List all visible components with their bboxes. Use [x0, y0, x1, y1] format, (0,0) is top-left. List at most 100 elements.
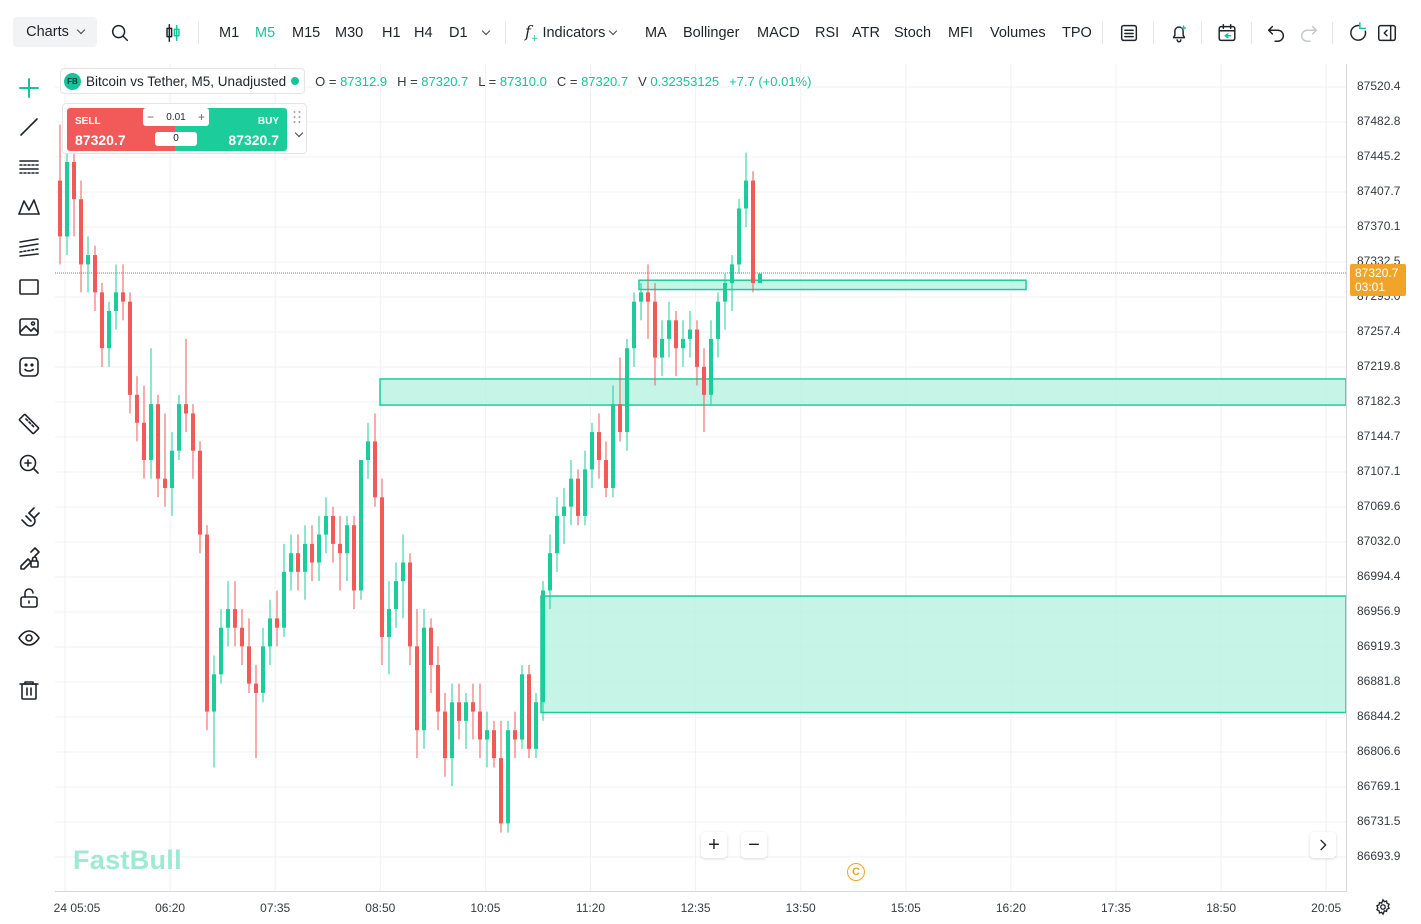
emoji-icon[interactable] — [15, 353, 43, 381]
quantity-value[interactable]: 0.01 — [166, 111, 186, 123]
quantity-stepper[interactable]: − 0.01 + — [143, 108, 209, 126]
candle-body — [331, 515, 335, 544]
trend-line-icon[interactable] — [15, 113, 43, 141]
settings-gear-icon[interactable] — [1374, 898, 1392, 916]
candle-body — [359, 460, 363, 591]
indicator-bollinger[interactable]: Bollinger — [683, 25, 740, 41]
decrease-quantity-button[interactable]: − — [147, 110, 155, 124]
price-axis-label: 86881.8 — [1357, 674, 1401, 688]
crosshair-icon[interactable] — [15, 74, 43, 102]
candle-body — [597, 432, 601, 461]
chevron-down-icon — [481, 26, 491, 36]
ohlc-open: O = 87312.9 — [315, 74, 387, 89]
image-icon[interactable] — [15, 313, 43, 341]
candle-body — [702, 366, 706, 395]
chart-legend: FB Bitcoin vs Tether, M5, Unadjusted O =… — [60, 68, 811, 94]
lock-drawing-icon[interactable] — [15, 544, 43, 572]
alert-bell-icon[interactable] — [1167, 21, 1191, 45]
timeframe-h1[interactable]: H1 — [382, 25, 401, 41]
magnet-icon[interactable] — [15, 504, 43, 532]
time-axis-label: 10:05 — [470, 901, 501, 915]
close-value: 87320.7 — [581, 73, 629, 89]
zoom-in-button[interactable]: + — [701, 832, 727, 858]
candle-body — [506, 730, 510, 824]
indicators-button[interactable]: f+ Indicators — [525, 21, 618, 45]
indicators-label: Indicators — [542, 25, 606, 41]
function-icon: f+ — [525, 21, 539, 45]
timeframe-more-button[interactable] — [478, 22, 491, 44]
price-axis[interactable]: 87520.4 87482.8 87445.2 87407.7 87370.1 87332… — [1346, 64, 1421, 892]
candle-body — [625, 348, 629, 433]
timeframe-h4[interactable]: H4 — [414, 25, 433, 41]
indicator-ma[interactable]: MA — [645, 25, 667, 41]
toolbar-divider — [1102, 22, 1103, 44]
increase-quantity-button[interactable]: + — [197, 110, 205, 124]
buy-price: 87320.7 — [228, 132, 279, 148]
buy-label: BUY — [257, 116, 279, 127]
indicator-stoch[interactable]: Stoch — [894, 25, 932, 41]
zoom-in-icon[interactable] — [15, 450, 43, 478]
ruler-icon[interactable] — [15, 410, 43, 438]
timeframe-m15[interactable]: M15 — [292, 25, 321, 41]
indicator-macd[interactable]: MACD — [757, 25, 800, 41]
indicator-atr[interactable]: ATR — [852, 25, 880, 41]
supply-demand-zone — [379, 378, 1346, 406]
collapse-panel-icon[interactable] — [1375, 21, 1399, 45]
eye-icon[interactable] — [15, 624, 43, 652]
open-label: O = — [315, 73, 337, 89]
chart-pane[interactable] — [55, 64, 1346, 892]
copyright-icon[interactable]: C — [847, 863, 865, 881]
toolbar-divider — [1251, 22, 1252, 44]
indicator-volumes[interactable]: Volumes — [990, 25, 1046, 41]
search-icon[interactable] — [108, 21, 132, 45]
calendar-replay-icon[interactable] — [1215, 21, 1239, 45]
zoom-out-button[interactable]: − — [741, 832, 767, 858]
indicator-tpo[interactable]: TPO — [1062, 25, 1092, 41]
candle-body — [100, 292, 104, 349]
scroll-to-realtime-button[interactable] — [1310, 832, 1336, 858]
candle-body — [681, 338, 685, 349]
timeframe-m5[interactable]: M5 — [255, 25, 276, 41]
trash-icon[interactable] — [15, 676, 43, 704]
unlock-icon[interactable] — [15, 584, 43, 612]
candle-body — [65, 161, 69, 237]
price-axis-label: 86956.9 — [1357, 604, 1401, 618]
candle-body — [450, 702, 454, 759]
candle-body — [485, 730, 489, 740]
candlestick-type-icon[interactable] — [161, 21, 185, 45]
pattern-icon[interactable] — [15, 193, 43, 221]
symbol-selector[interactable]: FB Bitcoin vs Tether, M5, Unadjusted — [60, 68, 306, 94]
candlestick-chart[interactable] — [55, 64, 1346, 892]
undo-icon[interactable] — [1264, 21, 1288, 45]
templates-icon[interactable] — [1117, 21, 1141, 45]
redo-icon[interactable] — [1297, 21, 1321, 45]
candle-body — [653, 301, 657, 358]
candle-body — [464, 702, 468, 721]
reset-chart-icon[interactable] — [1346, 21, 1370, 45]
fib-channel-icon[interactable] — [15, 233, 43, 261]
candle-body — [492, 730, 496, 759]
indicator-mfi[interactable]: MFI — [948, 25, 973, 41]
price-axis-label: 86844.2 — [1357, 709, 1401, 723]
drag-handle-icon[interactable] — [292, 110, 302, 124]
indicator-rsi[interactable]: RSI — [815, 25, 840, 41]
time-axis-label: 20:05 — [1311, 901, 1342, 915]
timeframe-m1[interactable]: M1 — [219, 25, 240, 41]
price-axis-label: 86731.5 — [1357, 814, 1401, 828]
candle-body — [646, 292, 650, 302]
candle-body — [604, 460, 608, 488]
price-axis-label: 87069.6 — [1357, 499, 1401, 513]
time-axis[interactable]: 24 05:05 06:20 07:35 08:50 10:05 11:20 12:35 13… — [54, 891, 1346, 924]
candle-body — [275, 618, 279, 628]
horizontal-lines-icon[interactable] — [15, 153, 43, 181]
candle-body — [135, 394, 139, 423]
timeframe-m30[interactable]: M30 — [335, 25, 364, 41]
rectangle-icon[interactable] — [15, 273, 43, 301]
charts-dropdown[interactable]: Charts — [13, 17, 97, 47]
price-axis-label: 86806.6 — [1357, 744, 1401, 758]
timeframe-d1[interactable]: D1 — [449, 25, 468, 41]
price-axis-label: 87445.2 — [1357, 149, 1401, 163]
candle-body — [583, 469, 587, 516]
chevron-down-icon[interactable] — [294, 128, 304, 138]
candle-body — [86, 255, 90, 265]
